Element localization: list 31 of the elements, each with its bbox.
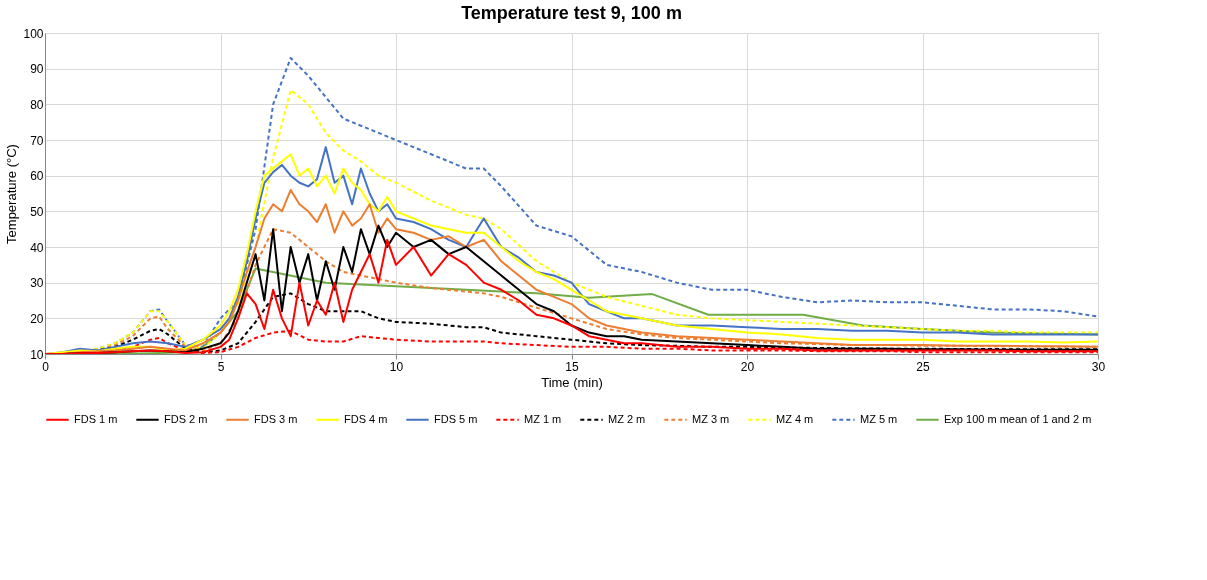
x-axis-title: Time (min) <box>541 374 603 390</box>
y-tick-label: 60 <box>30 169 44 184</box>
y-axis-title: Temperature (°C) <box>4 144 20 244</box>
y-tick-label: 80 <box>30 97 44 112</box>
legend-label: MZ 3 m <box>692 412 730 425</box>
y-tick-label: 20 <box>30 311 44 326</box>
y-tick-label: 30 <box>30 276 44 291</box>
x-tick-label: 20 <box>740 359 755 374</box>
legend-label: FDS 3 m <box>254 412 298 425</box>
legend-label: MZ 4 m <box>776 412 814 425</box>
y-tick-label: 100 <box>23 26 44 41</box>
y-tick-label: 90 <box>30 62 44 77</box>
legend-label: FDS 4 m <box>344 412 388 425</box>
x-tick-label: 5 <box>217 359 225 374</box>
chart-title: Temperature test 9, 100 m <box>461 3 682 23</box>
y-tick-label: 40 <box>30 240 44 255</box>
y-tick-label: 50 <box>30 204 44 219</box>
legend-label: MZ 1 m <box>524 412 562 425</box>
y-tick-label: 70 <box>30 133 44 148</box>
x-tick-label: 30 <box>1091 359 1106 374</box>
y-tick-label: 10 <box>30 347 44 362</box>
legend-label: MZ 2 m <box>608 412 646 425</box>
legend-label: FDS 2 m <box>164 412 208 425</box>
x-tick-label: 15 <box>565 359 579 374</box>
x-tick-label: 25 <box>916 359 930 374</box>
legend-label: FDS 5 m <box>434 412 478 425</box>
legend-label: FDS 1 m <box>74 412 118 425</box>
legend-label: MZ 5 m <box>860 412 898 425</box>
legend-label: Exp 100 m mean of 1 and 2 m <box>944 412 1092 425</box>
x-tick-label: 10 <box>389 359 404 374</box>
x-tick-label: 0 <box>42 359 50 374</box>
